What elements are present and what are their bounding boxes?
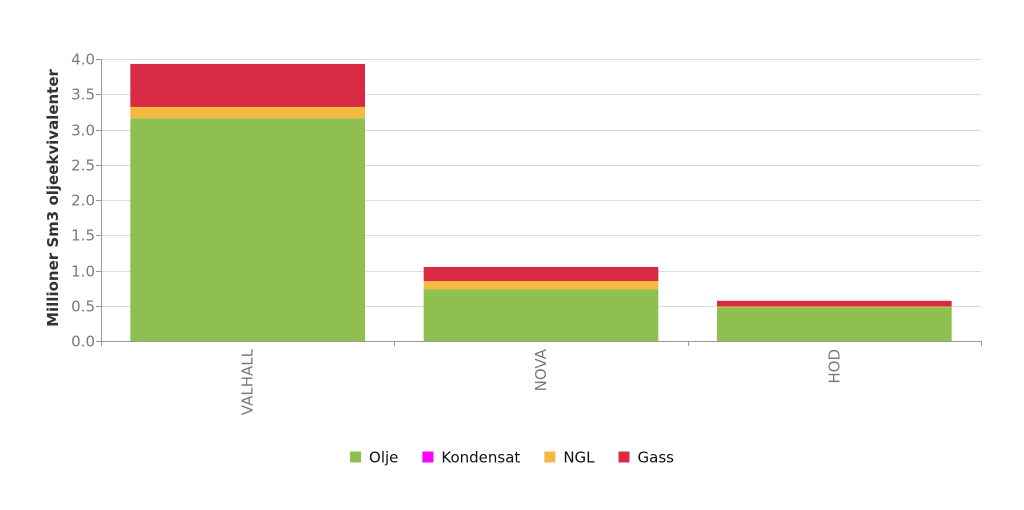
legend: Olje Kondensat NGL Gass xyxy=(350,449,674,467)
legend-label: Kondensat xyxy=(441,449,520,467)
legend-swatch xyxy=(618,451,630,463)
bars-layer xyxy=(130,63,952,341)
legend-item-kondensat[interactable]: Kondensat xyxy=(422,449,520,467)
legend-swatch xyxy=(350,451,362,463)
x-category-label: VALHALL xyxy=(239,348,257,415)
y-tick-label: 3.0 xyxy=(71,122,95,140)
x-category-label: NOVA xyxy=(532,348,550,391)
bar-segment-ngl-hod xyxy=(717,306,952,308)
legend-label: NGL xyxy=(563,449,595,467)
y-tick-label: 4.0 xyxy=(71,51,95,69)
y-tick-label: 0.5 xyxy=(71,298,95,316)
y-tick-label: 3.5 xyxy=(71,86,95,104)
y-tick-label: 0.0 xyxy=(71,333,95,351)
legend-swatch xyxy=(544,451,556,463)
axes-layer: 0.0 0.5 1.0 1.5 2.0 2.5 3.0 3.5 4.0 VALHALL NOVA HO… xyxy=(71,51,982,415)
y-axis-title-group: Millioner Sm3 oljeekvivalenter xyxy=(44,68,62,326)
bar-segment-olje-hod xyxy=(717,307,952,341)
legend-label: Gass xyxy=(638,449,675,467)
y-tick-label: 1.5 xyxy=(71,227,95,245)
bar-segment-olje-nova xyxy=(423,289,659,341)
y-tick-label: 1.0 xyxy=(71,263,95,281)
bar-segment-ngl-valhall xyxy=(130,106,365,119)
bar-segment-gass-hod xyxy=(717,300,952,307)
bar-segment-ngl-nova xyxy=(423,281,659,290)
legend-item-ngl[interactable]: NGL xyxy=(544,449,595,467)
legend-item-olje[interactable]: Olje xyxy=(350,449,398,467)
y-axis-title: Millioner Sm3 oljeekvivalenter xyxy=(44,68,62,326)
bar-segment-olje-valhall xyxy=(130,118,365,341)
y-tick-label: 2.5 xyxy=(71,157,95,175)
legend-item-gass[interactable]: Gass xyxy=(618,449,675,467)
bar-segment-gass-nova xyxy=(423,266,659,282)
legend-swatch xyxy=(422,451,434,463)
x-category-label: HOD xyxy=(825,349,843,384)
y-tick-label: 2.0 xyxy=(71,192,95,210)
bar-segment-gass-valhall xyxy=(130,63,365,107)
legend-label: Olje xyxy=(369,449,398,467)
